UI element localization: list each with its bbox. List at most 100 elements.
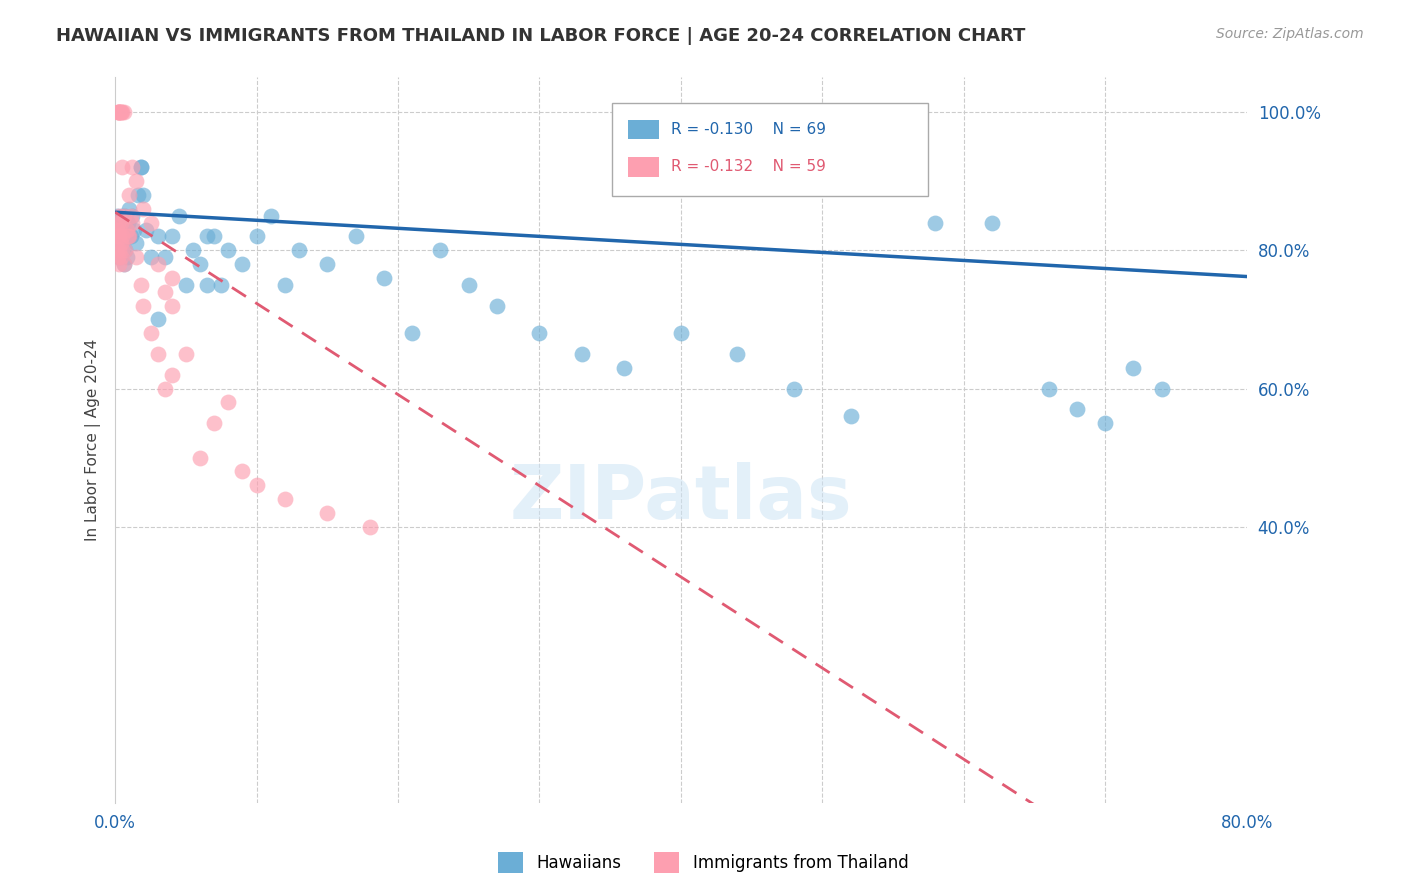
Point [110,236,132,251]
Point [1150,382,1173,396]
Point [160,271,183,285]
Point [153,382,176,396]
Point [108,105,131,120]
Point [529,326,551,341]
Point [115,222,138,236]
Point [132,299,155,313]
Point [132,188,155,202]
Point [1122,360,1144,375]
Point [115,229,138,244]
Point [118,188,141,202]
Text: Source: ZipAtlas.com: Source: ZipAtlas.com [1216,27,1364,41]
Point [188,450,211,465]
Point [160,299,183,313]
Point [118,229,141,244]
Point [146,229,169,244]
Point [111,229,134,244]
Point [108,216,131,230]
Point [120,209,142,223]
Point [274,492,297,507]
Point [107,229,129,244]
Point [316,257,339,271]
Point [112,105,135,120]
Point [107,244,129,258]
Point [188,257,211,271]
Point [246,478,269,492]
Point [111,105,134,120]
Point [153,250,176,264]
Point [217,244,239,258]
Point [231,257,253,271]
Point [246,229,269,244]
Point [1066,402,1088,417]
Point [111,244,134,258]
Point [457,277,479,292]
Point [202,229,225,244]
Point [195,229,218,244]
Point [1038,382,1060,396]
Point [217,395,239,409]
Point [111,209,134,223]
Point [120,229,142,244]
Point [105,209,128,223]
Point [139,216,162,230]
Point [105,244,128,258]
Point [132,202,155,216]
Point [125,174,148,188]
Point [112,209,135,223]
Point [114,244,136,258]
Point [486,299,509,313]
Point [127,188,149,202]
Point [108,105,131,120]
Point [727,347,749,361]
Point [117,216,139,230]
Point [117,229,139,244]
Point [118,229,141,244]
Point [160,229,183,244]
Point [981,216,1004,230]
Point [146,347,169,361]
Point [110,222,132,236]
Point [669,326,692,341]
Point [202,416,225,430]
Point [108,222,131,236]
Point [108,105,131,120]
Point [125,236,148,251]
Text: ZIPatlas: ZIPatlas [509,462,852,535]
Point [108,244,131,258]
Point [129,161,152,175]
Point [174,277,197,292]
Legend: Hawaiians, Immigrants from Thailand: Hawaiians, Immigrants from Thailand [491,846,915,880]
Point [401,326,423,341]
Point [839,409,862,424]
Point [107,222,129,236]
Point [129,161,152,175]
Point [429,244,451,258]
Point [110,105,132,120]
Point [108,209,131,223]
Point [121,161,143,175]
Text: HAWAIIAN VS IMMIGRANTS FROM THAILAND IN LABOR FORCE | AGE 20-24 CORRELATION CHAR: HAWAIIAN VS IMMIGRANTS FROM THAILAND IN … [56,27,1025,45]
Point [107,250,129,264]
Point [115,250,138,264]
Point [146,257,169,271]
Point [231,465,253,479]
Text: R = -0.130    N = 69: R = -0.130 N = 69 [671,122,825,136]
Point [118,202,141,216]
Point [316,506,339,520]
Point [139,250,162,264]
Point [110,105,132,120]
Point [160,368,183,382]
Point [107,105,129,120]
Point [121,216,143,230]
Point [122,222,145,236]
Point [344,229,367,244]
Point [108,250,131,264]
Point [112,257,135,271]
Point [783,382,806,396]
Point [288,244,311,258]
Point [111,229,134,244]
Point [274,277,297,292]
Point [129,277,152,292]
Point [108,229,131,244]
